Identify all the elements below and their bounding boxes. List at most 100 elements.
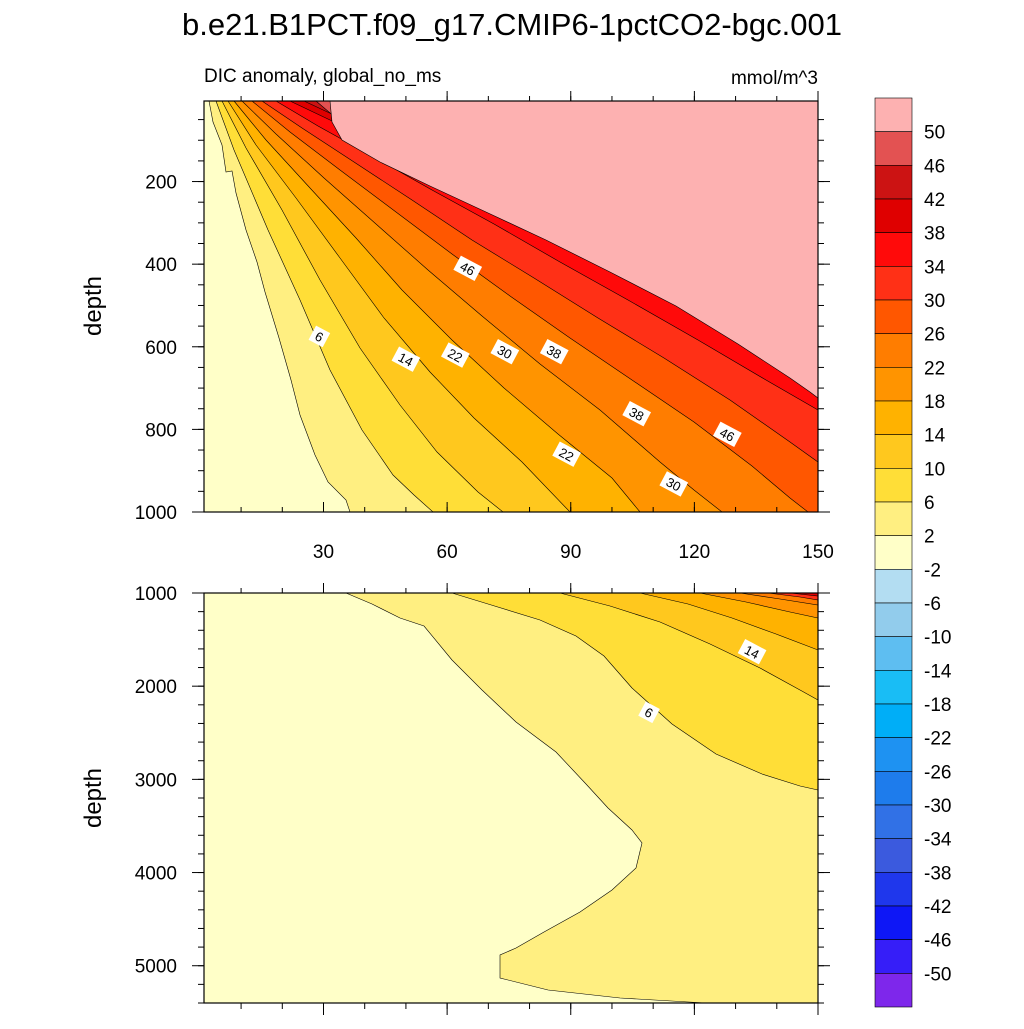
colorbar-box — [874, 501, 913, 536]
upper-y-tick-label: 800 — [145, 420, 177, 441]
colorbar-label: -26 — [924, 762, 951, 783]
upper-contour-label-box — [453, 255, 483, 281]
colorbar-box — [874, 703, 913, 738]
colorbar-box — [874, 266, 913, 301]
colorbar-box — [874, 367, 913, 402]
colorbar-label: 26 — [924, 325, 945, 346]
upper-contour-label: 38 — [539, 339, 569, 365]
upper-contour-label: 22 — [441, 342, 470, 368]
upper-contour-label: 38 — [622, 400, 652, 427]
colorbar-box — [874, 737, 913, 772]
lower-contour-label: 6 — [638, 701, 660, 724]
colorbar-box — [874, 771, 913, 806]
colorbar-box — [874, 636, 913, 671]
colorbar-label: 34 — [924, 257, 946, 278]
upper-contour-label-box — [308, 325, 331, 348]
lower-y-tick-label: 2000 — [135, 677, 177, 698]
upper-contour-labels: 6 14 22 30 38 46 38 46 22 30 — [308, 255, 742, 497]
upper-contour-label: 14 — [391, 346, 421, 372]
upper-axis-tick-labels: 30 60 90 120 150 200 400 600 800 1000 — [135, 173, 834, 563]
colorbar-box — [874, 165, 913, 200]
upper-contour-label: 22 — [552, 441, 581, 467]
upper-subtitle-right: mmol/m^3 — [731, 68, 818, 89]
colorbar-box — [874, 804, 913, 839]
upper-contour-label-text: 46 — [458, 259, 478, 279]
lower-y-tick-label: 4000 — [135, 864, 177, 885]
figure-title: b.e21.B1PCT.f09_g17.CMIP6-1pctCO2-bgc.00… — [182, 7, 842, 42]
upper-contour-label-box — [712, 421, 742, 448]
upper-contour-label-text: 46 — [717, 425, 737, 445]
colorbar-label: 46 — [924, 156, 945, 177]
upper-x-tick-label: 60 — [437, 542, 458, 563]
upper-fill-50-plus — [329, 100, 819, 399]
colorbar-box — [874, 434, 913, 469]
upper-contour-label-text: 38 — [627, 404, 647, 424]
colorbar-label: 2 — [924, 527, 935, 548]
upper-contour-label-text: 30 — [495, 342, 515, 362]
upper-contour-label: 46 — [712, 421, 742, 448]
colorbar-label: 14 — [924, 426, 946, 447]
upper-contour-label-box — [441, 342, 470, 368]
colorbar-label: -42 — [924, 897, 951, 918]
upper-x-tick-label: 150 — [802, 542, 834, 563]
upper-contour-label-text: 22 — [445, 345, 465, 365]
colorbar-label: -18 — [924, 695, 951, 716]
colorbar-labels: 50 46 42 38 34 30 26 22 18 14 10 6 2 -2 -6 -10 -14 -18 -22… — [924, 123, 952, 986]
colorbar-label: 50 — [924, 123, 945, 144]
colorbar-box — [874, 939, 913, 974]
lower-contour-labels: 14 6 — [638, 639, 767, 724]
colorbar-box — [874, 973, 913, 1008]
upper-contour-label-text: 14 — [396, 350, 416, 370]
upper-x-tick-label: 30 — [313, 542, 334, 563]
lower-axis-tick-labels: 1000 2000 3000 4000 5000 — [135, 584, 177, 978]
colorbar-label: 38 — [924, 224, 945, 245]
upper-plot-frame — [203, 100, 819, 513]
colorbar-box — [874, 97, 913, 132]
colorbar-label: -46 — [924, 931, 951, 952]
colorbar-box — [874, 535, 913, 570]
lower-axis-ticks — [192, 583, 830, 1015]
upper-contour-label: 6 — [308, 325, 331, 348]
colorbar-box — [874, 569, 913, 604]
colorbar-box — [874, 232, 913, 267]
colorbar-box — [874, 670, 913, 705]
upper-y-tick-label: 1000 — [135, 503, 177, 524]
upper-y-tick-label: 200 — [145, 173, 177, 194]
colorbar-boxes — [874, 97, 913, 1008]
upper-x-tick-label: 90 — [560, 542, 581, 563]
upper-contour-label-box — [391, 346, 421, 372]
upper-panel: DIC anomaly, global_no_ms mmol/m^3 6 14 22… — [80, 66, 834, 563]
colorbar-label: -2 — [924, 560, 941, 581]
colorbar-box — [874, 131, 913, 166]
colorbar-box — [874, 468, 913, 503]
colorbar-box — [874, 905, 913, 940]
upper-contour-label-box — [659, 471, 689, 497]
colorbar-box — [874, 299, 913, 334]
upper-contour-label-text: 38 — [544, 342, 564, 362]
colorbar-label: 18 — [924, 392, 945, 413]
colorbar-box — [874, 400, 913, 435]
upper-contour-label: 46 — [453, 255, 483, 281]
colorbar-box — [874, 333, 913, 368]
colorbar-label: 42 — [924, 190, 945, 211]
colorbar-label: -50 — [924, 964, 951, 985]
upper-y-tick-label: 600 — [145, 338, 177, 359]
lower-y-tick-label: 1000 — [135, 584, 177, 605]
colorbar-label: 10 — [924, 459, 945, 480]
lower-contour-label-box — [638, 701, 660, 724]
colorbar-box — [874, 838, 913, 873]
colorbar-box — [874, 602, 913, 637]
upper-contour-label-text: 30 — [664, 474, 684, 494]
upper-contour-label: 30 — [490, 339, 520, 365]
upper-contour-label-box — [490, 339, 520, 365]
lower-y-tick-label: 3000 — [135, 770, 177, 791]
colorbar-box — [874, 198, 913, 233]
colorbar: 50 46 42 38 34 30 26 22 18 14 10 6 2 -2 -6 -10 -14 -18 -22… — [874, 97, 952, 1008]
lower-contour-label-box — [737, 639, 767, 665]
upper-contour-label-box — [539, 339, 569, 365]
upper-contour-label: 30 — [659, 471, 689, 497]
colorbar-label: -22 — [924, 729, 951, 750]
upper-y-tick-label: 400 — [145, 255, 177, 276]
colorbar-label: -10 — [924, 628, 951, 649]
upper-subtitle-left: DIC anomaly, global_no_ms — [204, 66, 441, 87]
